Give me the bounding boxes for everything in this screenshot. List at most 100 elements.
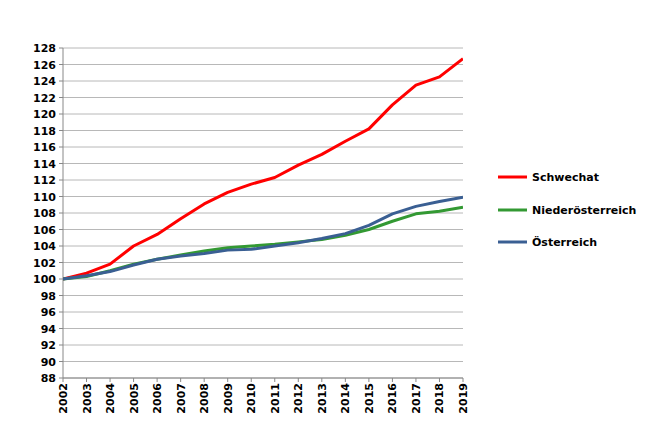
y-tick: [59, 97, 63, 98]
x-tick: [274, 378, 275, 382]
y-tick-label: 120: [33, 108, 56, 121]
y-tick-label: 94: [41, 323, 57, 336]
grid-line: [63, 163, 463, 164]
x-tick-label: 2004: [104, 383, 117, 414]
x-tick-label: 2008: [198, 383, 211, 414]
grid-line: [63, 196, 463, 197]
y-tick-label: 116: [33, 141, 56, 154]
y-tick-label: 126: [33, 59, 56, 72]
series-line: [63, 197, 463, 279]
y-tick-label: 112: [33, 174, 56, 187]
y-tick: [59, 262, 63, 263]
y-tick: [59, 64, 63, 65]
y-tick-label: 122: [33, 92, 56, 105]
grid-line: [63, 64, 463, 65]
x-tick: [345, 378, 346, 382]
x-tick: [227, 378, 228, 382]
x-tick: [392, 378, 393, 382]
x-tick-label: 2017: [410, 383, 423, 414]
y-tick-label: 106: [33, 224, 56, 237]
y-tick: [59, 81, 63, 82]
x-tick: [415, 378, 416, 382]
y-tick: [59, 328, 63, 329]
x-tick: [63, 378, 64, 382]
x-tick: [157, 378, 158, 382]
x-axis: [63, 378, 463, 379]
grid-line: [63, 114, 463, 115]
x-tick-label: 2013: [316, 383, 329, 414]
legend-label: Österreich: [532, 235, 597, 249]
y-tick: [59, 361, 63, 362]
x-tick: [321, 378, 322, 382]
x-tick-label: 2012: [292, 383, 305, 414]
y-tick: [59, 130, 63, 131]
y-tick-label: 88: [41, 372, 56, 385]
x-tick-label: 2010: [245, 383, 258, 414]
y-tick-label: 114: [33, 158, 56, 171]
y-tick: [59, 147, 63, 148]
y-tick-label: 92: [41, 339, 56, 352]
y-tick: [59, 246, 63, 247]
y-tick-label: 100: [33, 273, 56, 286]
y-tick: [59, 48, 63, 49]
x-tick-label: 2019: [457, 383, 470, 414]
x-tick: [463, 378, 464, 382]
legend-swatch: [498, 176, 527, 179]
y-tick: [59, 180, 63, 181]
y-tick: [59, 163, 63, 164]
y-tick: [59, 312, 63, 313]
x-tick: [439, 378, 440, 382]
x-tick: [368, 378, 369, 382]
x-tick: [110, 378, 111, 382]
grid-line: [63, 361, 463, 362]
y-tick-label: 110: [33, 191, 56, 204]
x-tick-label: 2003: [81, 383, 94, 414]
y-tick-label: 98: [41, 290, 56, 303]
x-tick: [180, 378, 181, 382]
y-tick: [59, 378, 63, 379]
grid-line: [63, 147, 463, 148]
x-tick-label: 2009: [222, 383, 235, 414]
x-tick-label: 2011: [269, 383, 282, 414]
y-tick-label: 118: [33, 125, 56, 138]
x-tick-label: 2002: [57, 383, 70, 414]
grid-line: [63, 130, 463, 131]
grid-line: [63, 328, 463, 329]
y-tick-label: 90: [41, 356, 57, 369]
series-line: [63, 59, 463, 279]
grid-line: [63, 378, 463, 379]
x-tick-label: 2007: [175, 383, 188, 414]
y-tick: [59, 229, 63, 230]
legend-label: Niederösterreich: [532, 204, 636, 217]
x-tick-label: 2018: [433, 383, 446, 414]
grid-line: [63, 345, 463, 346]
x-tick: [204, 378, 205, 382]
y-tick-label: 102: [33, 257, 56, 270]
grid-line: [63, 48, 463, 49]
x-tick-label: 2006: [151, 383, 164, 414]
grid-line: [63, 312, 463, 313]
x-tick: [133, 378, 134, 382]
y-tick-label: 108: [33, 207, 56, 220]
y-tick: [59, 295, 63, 296]
y-tick: [59, 114, 63, 115]
y-tick: [59, 279, 63, 280]
y-axis: [63, 48, 64, 378]
x-tick: [298, 378, 299, 382]
x-tick: [251, 378, 252, 382]
y-tick-label: 124: [33, 75, 56, 88]
plot-area: [63, 59, 463, 279]
x-tick-label: 2016: [386, 383, 399, 414]
chart: 8890929496981001021041061081101121141161…: [0, 0, 669, 432]
x-tick-label: 2014: [339, 383, 352, 414]
legend-swatch: [498, 209, 527, 212]
grid-line: [63, 81, 463, 82]
legend-swatch: [498, 241, 527, 244]
grid-line: [63, 213, 463, 214]
y-tick-label: 104: [33, 240, 56, 253]
x-tick-label: 2005: [128, 383, 141, 414]
y-tick-label: 128: [33, 42, 56, 55]
y-tick: [59, 345, 63, 346]
y-tick: [59, 196, 63, 197]
grid-line: [63, 279, 463, 280]
